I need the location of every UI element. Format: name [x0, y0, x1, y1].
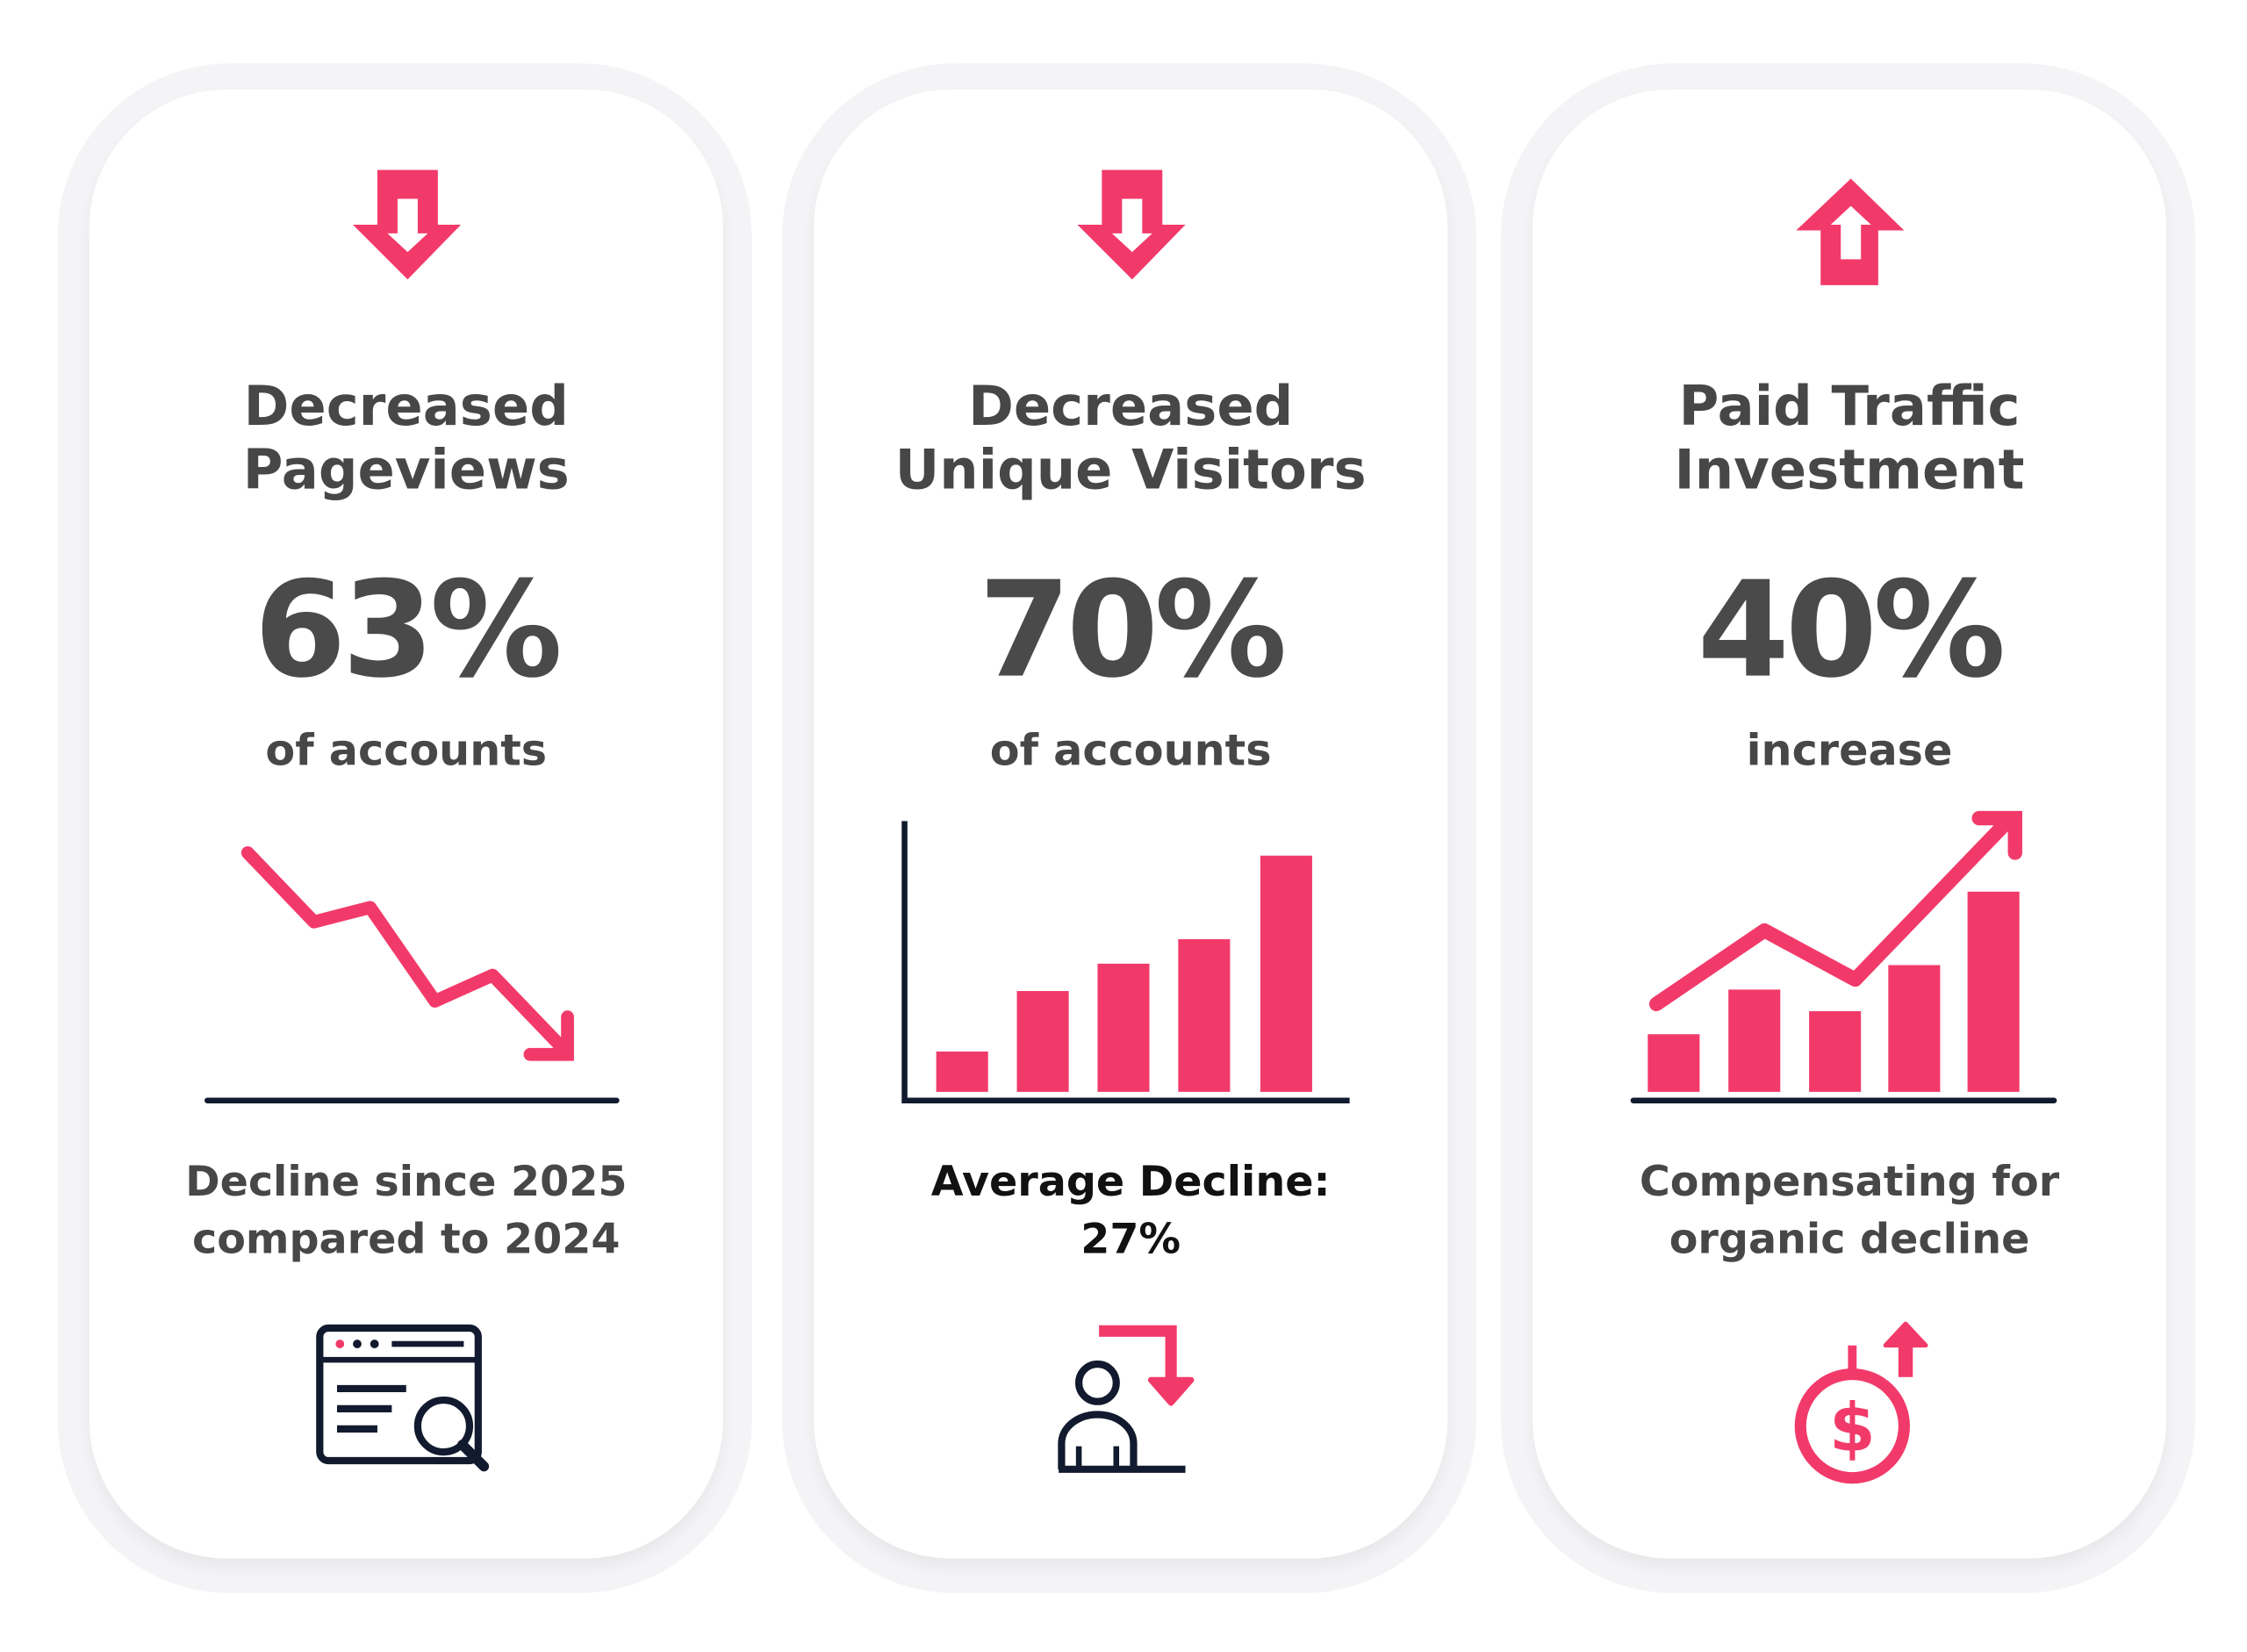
card-title: Paid Traffic Investment	[1674, 374, 2025, 502]
browser-search-icon	[316, 1324, 490, 1472]
bar-chart-icon	[901, 821, 1350, 1104]
money-increase-icon: $	[1794, 1321, 1928, 1484]
arrow-down-icon	[1077, 169, 1186, 280]
paid-traffic-card: Paid Traffic Investment 40% increase Comp…	[1533, 89, 2167, 1559]
stat-value: 63%	[254, 553, 563, 707]
unique-visitors-card: Decreased Unique Visitors 70% of accounts…	[814, 89, 1448, 1559]
stat-caption: of accounts	[265, 726, 548, 777]
growth-chart-icon	[1630, 810, 2057, 1104]
stat-caption: of accounts	[989, 726, 1272, 777]
card-note: Average Decline: 27%	[930, 1156, 1331, 1264]
user-decline-icon	[1058, 1325, 1195, 1473]
stat-value: 40%	[1697, 553, 2007, 707]
card-title: Decreased Unique Visitors	[894, 374, 1367, 502]
card-note: Compensating for organic decline	[1639, 1156, 2060, 1264]
card-note: Decline since 2025 compared to 2024	[185, 1156, 628, 1264]
pageviews-card: Decreased Pageviews 63% of accounts Decli…	[89, 89, 723, 1559]
svg-text:$: $	[1829, 1389, 1876, 1466]
stat-caption: increase	[1746, 726, 1953, 777]
arrow-down-icon	[353, 169, 462, 280]
declining-line-chart-icon	[205, 846, 620, 1104]
arrow-up-icon	[1796, 178, 1905, 285]
card-title: Decreased Pageviews	[242, 374, 570, 502]
stat-value: 70%	[978, 553, 1288, 707]
